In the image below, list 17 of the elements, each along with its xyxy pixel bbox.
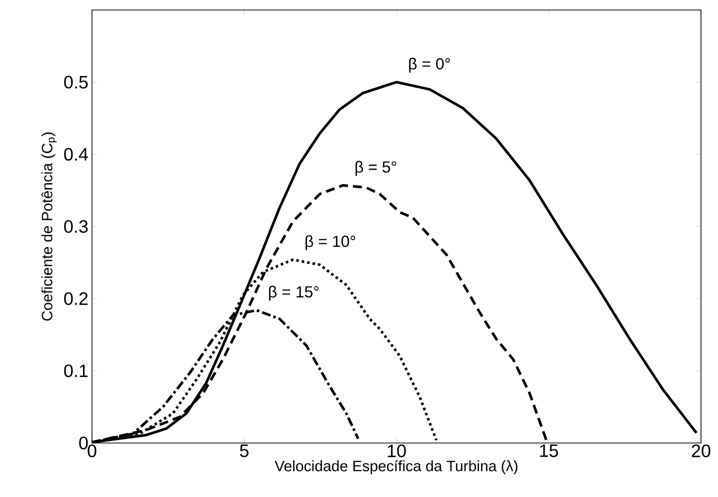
y-tick-label: 0.3 <box>64 220 88 233</box>
y-tick-label: 0.1 <box>64 364 88 378</box>
x-tick-label: 5 <box>240 444 248 458</box>
y-tick-label: 0.5 <box>64 76 88 89</box>
x-tick-label: 10 <box>388 444 406 458</box>
x-tick-label: 15 <box>540 444 558 458</box>
series-label: β = 5° <box>356 160 396 176</box>
y-axis-title: Coeficiente de Potência (C$_{p}$) <box>41 132 57 321</box>
x-axis-title: Velocidade Específica da Turbina (λ) <box>274 460 518 474</box>
series-label: β = 10° <box>306 235 356 250</box>
y-tick-label: 0.4 <box>64 148 88 161</box>
x-tick-label: 0 <box>88 444 96 458</box>
y-tick-label: 0.2 <box>64 292 88 306</box>
series-label: β = 15° <box>269 286 319 301</box>
x-tick-label: 20 <box>692 444 710 458</box>
series-label: β = 0° <box>409 58 450 73</box>
y-tick-label: 0 <box>79 436 88 450</box>
